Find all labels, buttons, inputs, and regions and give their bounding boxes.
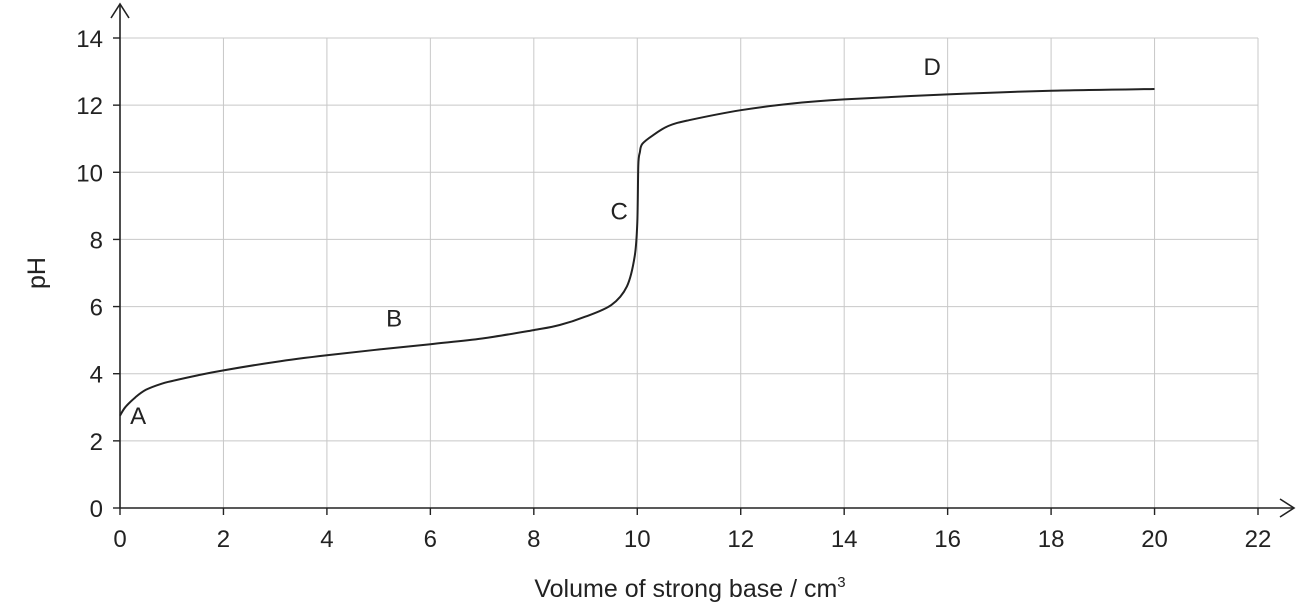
- x-tick-label: 18: [1038, 526, 1065, 553]
- y-tick-label: 12: [76, 93, 103, 120]
- x-tick-label: 10: [624, 526, 651, 553]
- x-tick-label: 22: [1245, 526, 1272, 553]
- x-tick-label: 4: [320, 526, 333, 553]
- annotations: A B C D: [130, 54, 941, 430]
- x-axis-arrow: [1279, 498, 1296, 518]
- x-tick-label: 16: [934, 526, 961, 553]
- x-tick-label: 0: [113, 526, 126, 553]
- y-tick-label: 2: [90, 429, 103, 456]
- y-tick-label: 0: [90, 496, 103, 523]
- y-axis-arrow: [110, 2, 130, 19]
- x-axis-label-superscript: 3: [837, 574, 845, 591]
- grid: [120, 37, 1259, 508]
- axes: [110, 2, 1296, 518]
- series-line: [119, 88, 1155, 417]
- annotation-C: C: [610, 198, 627, 225]
- y-tick-label: 6: [90, 295, 103, 322]
- x-tick-label: 6: [424, 526, 437, 553]
- x-tick-label: 14: [831, 526, 858, 553]
- x-tick-label: 12: [727, 526, 754, 553]
- annotation-A: A: [130, 403, 146, 430]
- x-axis-label-text: Volume of strong base / cm: [534, 575, 837, 603]
- y-tick-label: 14: [76, 26, 103, 53]
- ticks: 0 2 4 6 8 10 12 14 16 18 20 22 0 2 4 6 8 10 12 14: [76, 26, 1271, 553]
- y-tick-label: 8: [90, 227, 103, 254]
- x-tick-label: 2: [217, 526, 230, 553]
- x-tick-label: 8: [527, 526, 540, 553]
- x-axis-label: Volume of strong base / cm3: [534, 574, 845, 603]
- y-tick-label: 10: [76, 160, 103, 187]
- annotation-B: B: [386, 306, 402, 333]
- y-tick-label: 4: [90, 362, 103, 389]
- y-axis-label: pH: [23, 257, 51, 289]
- annotation-D: D: [923, 54, 940, 81]
- x-tick-label: 20: [1141, 526, 1168, 553]
